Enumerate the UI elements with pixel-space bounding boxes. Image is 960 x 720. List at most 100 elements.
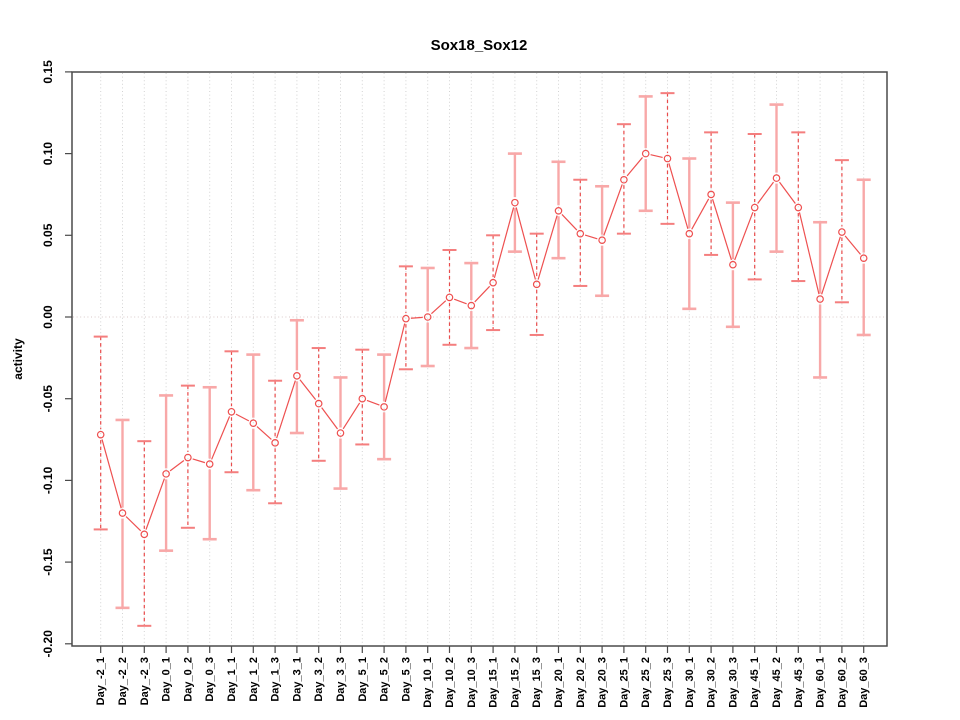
series-segment <box>734 211 754 261</box>
data-point <box>205 460 214 468</box>
series-segment <box>561 213 578 231</box>
x-tick-label: Day_60_2 <box>836 657 848 708</box>
y-tick-label: -0.10 <box>41 466 55 494</box>
series-segment <box>410 316 423 319</box>
x-tick-label: Day_10_3 <box>466 657 478 708</box>
x-tick-label: Day_10_1 <box>422 657 434 708</box>
data-point <box>794 203 803 212</box>
series-segment <box>235 413 250 422</box>
series-segment <box>299 379 317 401</box>
data-point <box>620 175 628 184</box>
data-point <box>402 314 410 323</box>
data-point <box>227 407 236 416</box>
series-segment <box>821 236 841 295</box>
plot-border <box>71 71 888 647</box>
data-point <box>772 174 781 182</box>
series-segment <box>515 207 536 280</box>
x-tick-label: Day_15_2 <box>509 657 521 708</box>
x-tick-label: Day_1_1 <box>226 657 238 702</box>
series-segment <box>712 199 732 261</box>
data-point <box>467 301 476 310</box>
x-tick-label: Day_25_1 <box>618 657 630 708</box>
x-tick-label: Day_45_1 <box>749 657 761 708</box>
data-point <box>576 229 585 238</box>
data-point <box>641 149 650 158</box>
data-point <box>380 403 388 411</box>
series-segment <box>321 407 339 430</box>
data-point <box>271 439 279 447</box>
series-segment <box>584 234 598 240</box>
series-segment <box>145 478 165 530</box>
y-tick-label: -0.15 <box>41 548 55 576</box>
data-point <box>140 530 149 539</box>
x-tick-label: Day_3_3 <box>335 657 347 702</box>
data-point <box>511 198 519 207</box>
data-point <box>554 206 563 215</box>
data-point <box>685 229 694 238</box>
series-segment <box>342 402 361 430</box>
series-segment <box>169 460 185 472</box>
series-segment <box>192 458 206 464</box>
data-point <box>423 313 432 321</box>
series-segment <box>650 154 663 158</box>
y-tick-label: 0.10 <box>41 142 55 166</box>
series-segment <box>125 516 142 532</box>
x-tick-label: Day_15_1 <box>488 657 500 708</box>
series-segment <box>603 184 623 236</box>
x-tick-label: Day_-2_1 <box>95 657 107 705</box>
x-tick-label: Day_30_1 <box>684 657 696 708</box>
data-point <box>707 190 715 199</box>
x-tick-label: Day_20_3 <box>597 657 609 708</box>
data-point <box>838 228 846 236</box>
x-tick-label: Day_-2_3 <box>139 657 151 705</box>
data-point <box>859 254 868 262</box>
x-tick-label: Day_5_1 <box>357 657 369 702</box>
data-point <box>532 280 541 289</box>
series-segment <box>101 439 122 509</box>
x-tick-label: Day_20_2 <box>575 657 587 708</box>
x-tick-label: Day_0_1 <box>161 657 173 702</box>
data-point <box>162 470 170 478</box>
series-segment <box>844 235 861 255</box>
x-tick-label: Day_20_1 <box>553 657 565 708</box>
y-tick-label: -0.05 <box>41 385 55 413</box>
x-tick-label: Day_-2_2 <box>117 657 129 705</box>
x-tick-label: Day_15_3 <box>531 657 543 708</box>
x-tick-label: Day_0_3 <box>204 657 216 702</box>
x-tick-label: Day_25_3 <box>662 657 674 708</box>
series-segment <box>211 416 231 460</box>
x-tick-label: Day_60_1 <box>815 657 827 708</box>
x-tick-label: Day_3_2 <box>313 657 325 702</box>
axes <box>65 71 888 653</box>
x-tick-label: Day_5_3 <box>400 657 412 702</box>
y-tick-label: 0.05 <box>41 223 55 247</box>
data-point <box>184 453 192 462</box>
series-segment <box>691 198 710 230</box>
data-point <box>816 295 824 303</box>
x-tick-label: Day_30_2 <box>706 657 718 708</box>
series-segment <box>474 285 491 303</box>
series-segment <box>668 163 689 230</box>
x-tick-label: Day_1_2 <box>248 657 260 702</box>
series-segment <box>384 323 406 403</box>
series-segment <box>537 215 558 280</box>
y-tick-label: -0.20 <box>41 630 55 658</box>
series-segment <box>757 181 775 204</box>
x-tick-label: Day_25_2 <box>640 657 652 708</box>
data-point <box>489 278 497 287</box>
series-line <box>101 154 861 532</box>
x-tick-label: Day_10_2 <box>444 657 456 708</box>
x-tick-labels: Day_-2_1 Day_-2_2 Day_-2_3 Day_0_1 Day_0_2 Da… <box>95 657 870 708</box>
x-tick-label: Day_3_1 <box>291 657 303 702</box>
data-point <box>445 293 454 302</box>
data-point <box>336 429 345 437</box>
data-points <box>96 149 868 539</box>
x-tick-label: Day_0_2 <box>182 657 194 702</box>
data-point <box>314 399 323 408</box>
data-point <box>118 509 127 517</box>
data-point <box>358 394 367 403</box>
x-tick-label: Day_5_2 <box>379 657 391 702</box>
y-tick-labels: 0.15 0.10 0.05 0.00 -0.05 -0.10 -0.15 -0.20 <box>41 60 55 658</box>
x-tick-label: Day_60_3 <box>858 657 870 708</box>
